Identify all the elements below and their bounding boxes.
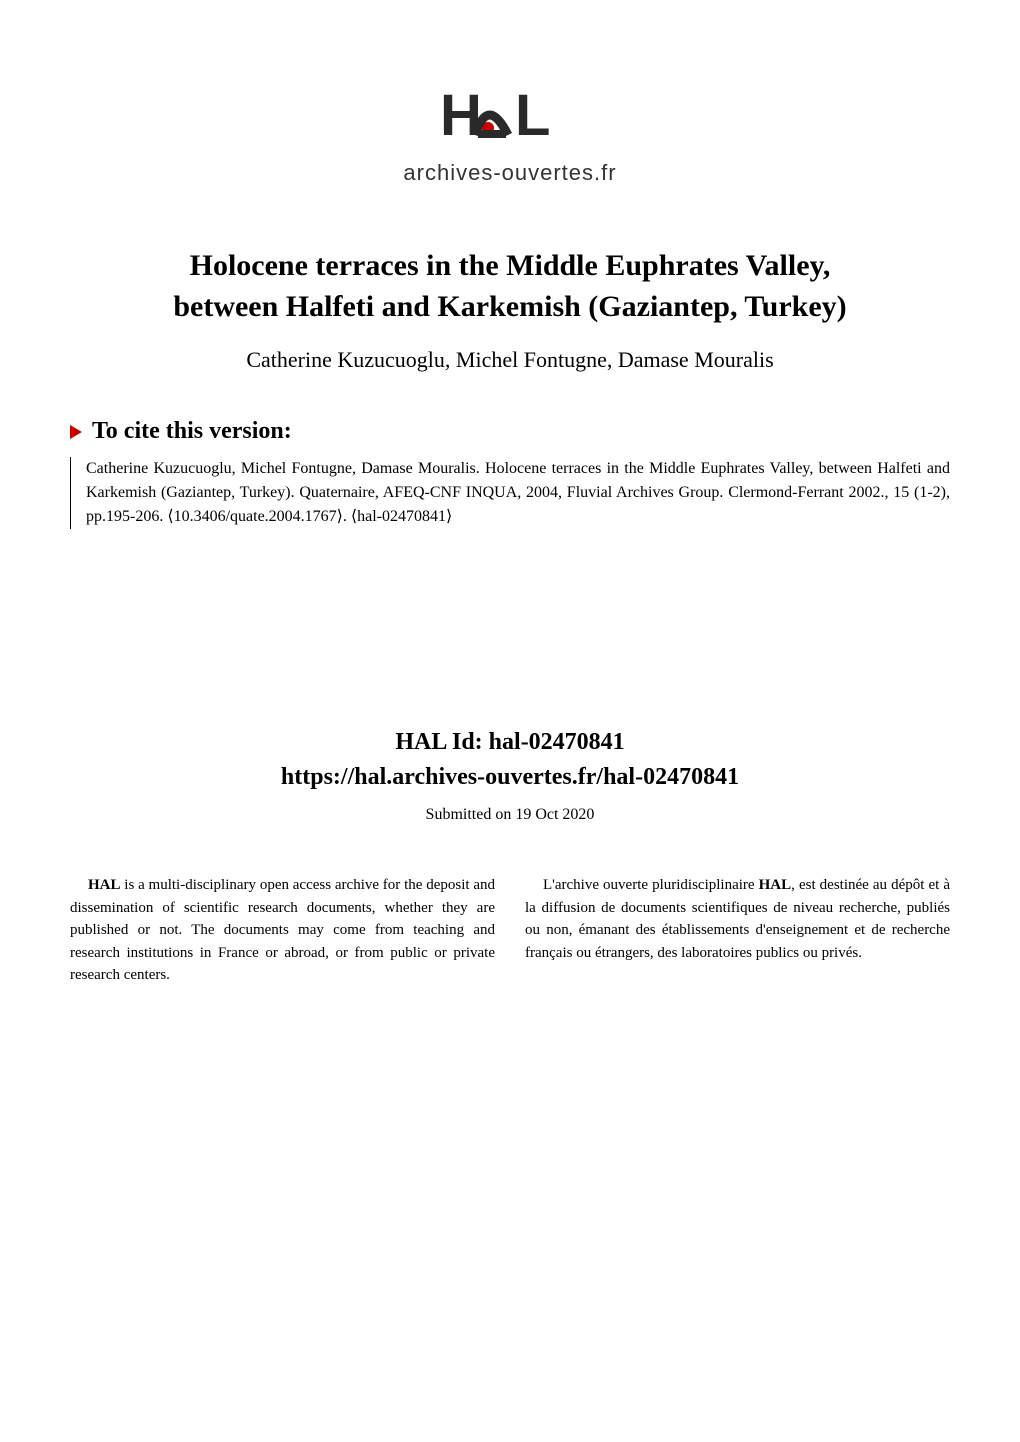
hal-url[interactable]: https://hal.archives-ouvertes.fr/hal-024… [70,764,950,791]
paper-authors: Catherine Kuzucuoglu, Michel Fontugne, D… [70,347,950,373]
triangle-icon [70,425,82,439]
hal-bold-left: HAL [88,877,121,893]
description-left: HAL is a multi-disciplinary open access … [70,874,495,987]
cite-label: To cite this version: [92,418,292,445]
svg-text:L: L [515,83,550,148]
title-line-1: Holocene terraces in the Middle Euphrate… [190,249,831,282]
title-section: Holocene terraces in the Middle Euphrate… [70,246,950,373]
desc-right-text1: L'archive ouverte pluridisciplinaire [543,877,759,893]
cite-section: To cite this version: Catherine Kuzucuog… [70,418,950,529]
hal-id-section: HAL Id: hal-02470841 https://hal.archive… [70,729,950,824]
hal-logo-svg: H L [430,80,590,160]
logo-subtitle: archives-ouvertes.fr [403,160,616,186]
hal-id-label: HAL Id: hal-02470841 [70,729,950,756]
description-section: HAL is a multi-disciplinary open access … [70,874,950,987]
cite-header: To cite this version: [70,418,950,445]
description-right: L'archive ouverte pluridisciplinaire HAL… [525,874,950,987]
svg-text:H: H [440,83,482,148]
citation-text: Catherine Kuzucuoglu, Michel Fontugne, D… [70,457,950,529]
hal-logo: H L archives-ouvertes.fr [403,80,616,186]
logo-section: H L archives-ouvertes.fr [70,80,950,186]
title-line-2: between Halfeti and Karkemish (Gaziantep… [173,290,846,323]
paper-title: Holocene terraces in the Middle Euphrate… [70,246,950,327]
submitted-date: Submitted on 19 Oct 2020 [70,806,950,824]
desc-left-text: is a multi-disciplinary open access arch… [70,877,495,983]
hal-bold-right: HAL [759,877,792,893]
